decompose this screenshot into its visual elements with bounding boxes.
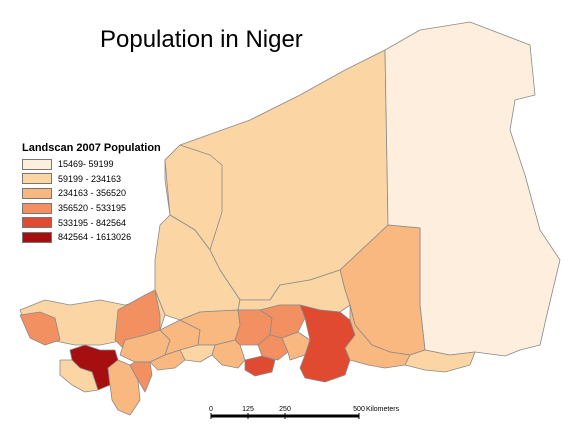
region-south-1: [211, 339, 246, 369]
legend-row: 842564 - 1613026: [22, 230, 161, 245]
legend-swatch: [22, 202, 52, 214]
region-south-3: [149, 349, 186, 371]
legend-swatch: [22, 217, 52, 229]
legend-swatch: [22, 173, 52, 185]
scale-tick-250: 250: [279, 406, 291, 413]
legend-title: Landscan 2007 Population: [22, 142, 161, 154]
scale-tick-0: 0: [209, 406, 213, 413]
legend-row: 59199 - 234163: [22, 172, 161, 187]
legend-row: 234163 - 356520: [22, 186, 161, 201]
region-zinder: [299, 304, 356, 383]
legend-label: 234163 - 356520: [58, 188, 127, 199]
region-maradi-2: [244, 355, 276, 377]
scale-bar: 0 125 250 500 Kilometers: [209, 406, 400, 419]
legend-row: 356520 - 533195: [22, 201, 161, 216]
map-title: Population in Niger: [100, 26, 303, 53]
legend-swatch: [22, 158, 52, 170]
legend-label: 59199 - 234163: [58, 173, 122, 184]
legend-row: 15469- 59199: [22, 157, 161, 172]
legend-label: 15469- 59199: [58, 159, 114, 170]
region-southwest-1: [59, 359, 99, 393]
region-zinder-east: [344, 304, 411, 369]
region-southeast: [404, 349, 476, 373]
legend-swatch: [22, 187, 52, 199]
region-southwest-2: [107, 359, 141, 416]
region-west-2: [19, 311, 61, 346]
legend-row: 533195 - 842564: [22, 215, 161, 230]
legend-label: 533195 - 842564: [58, 217, 127, 228]
scale-unit: Kilometers: [366, 406, 400, 413]
legend-label: 842564 - 1613026: [58, 232, 132, 243]
scale-tick-125: 125: [242, 406, 254, 413]
legend: Landscan 2007 Population 15469- 59199 59…: [22, 142, 161, 245]
legend-label: 356520 - 533195: [58, 203, 127, 214]
scale-tick-500: 500: [353, 406, 365, 413]
legend-swatch: [22, 231, 52, 243]
